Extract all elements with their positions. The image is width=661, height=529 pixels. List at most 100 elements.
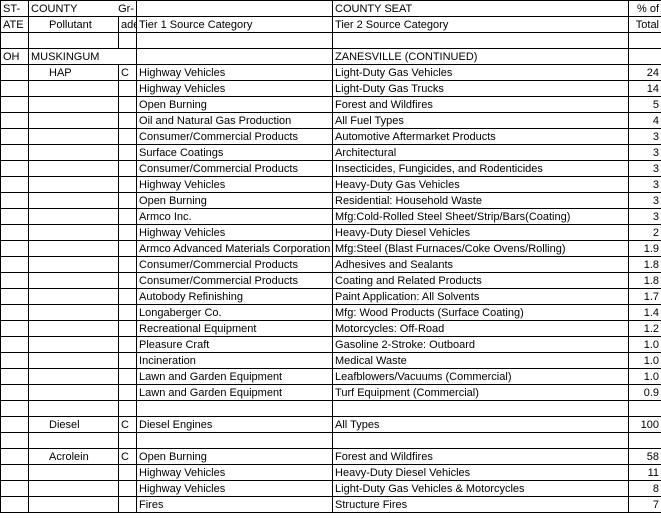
tier1-cell: Lawn and Garden Equipment xyxy=(137,385,333,401)
c-state xyxy=(1,321,29,337)
tier2-cell: Light-Duty Gas Vehicles & Motorcycles xyxy=(333,481,629,497)
c-state xyxy=(1,193,29,209)
data-row: Highway VehiclesHeavy-Duty Diesel Vehicl… xyxy=(1,465,661,481)
pct-cell: 5 xyxy=(629,97,661,113)
data-row: HAPCHighway VehiclesLight-Duty Gas Vehic… xyxy=(1,65,661,81)
c xyxy=(333,401,629,417)
c-grade xyxy=(119,97,137,113)
tier2-cell: Motorcycles: Off-Road xyxy=(333,321,629,337)
data-row: Lawn and Garden EquipmentLeafblowers/Vac… xyxy=(1,369,661,385)
hdr-ade: ade xyxy=(119,17,137,33)
c xyxy=(29,433,119,449)
hdr-county: COUNTYGr- xyxy=(29,1,137,17)
c-pollutant xyxy=(29,193,119,209)
tier1-cell: Highway Vehicles xyxy=(137,225,333,241)
pct-cell: 1.8 xyxy=(629,257,661,273)
grade-cell: C xyxy=(119,449,137,465)
tier1-cell: Highway Vehicles xyxy=(137,465,333,481)
tier2-cell: Leafblowers/Vacuums (Commercial) xyxy=(333,369,629,385)
blank-row xyxy=(1,433,661,449)
tier2-cell: Architectural xyxy=(333,145,629,161)
tier2-cell: Coating and Related Products xyxy=(333,273,629,289)
c-state xyxy=(1,369,29,385)
data-row: Lawn and Garden EquipmentTurf Equipment … xyxy=(1,385,661,401)
tier1-cell: Highway Vehicles xyxy=(137,65,333,81)
hdr-t2: Tier 2 Source Category xyxy=(333,17,629,33)
c-grade xyxy=(119,369,137,385)
tier2-cell: All Types xyxy=(333,417,629,433)
c-state xyxy=(1,465,29,481)
c-pollutant xyxy=(29,209,119,225)
pct-blank xyxy=(629,49,661,65)
c-grade xyxy=(119,257,137,273)
tier1-cell: Consumer/Commercial Products xyxy=(137,273,333,289)
tier2-cell: Forest and Wildfires xyxy=(333,449,629,465)
data-row: Open BurningResidential: Household Waste… xyxy=(1,193,661,209)
pct-cell: 24 xyxy=(629,65,661,81)
pollutant-cell: HAP xyxy=(29,65,119,81)
c-pollutant xyxy=(29,177,119,193)
pct-cell: 4 xyxy=(629,113,661,129)
hdr-ate: ATE xyxy=(1,17,29,33)
tier2-cell: Medical Waste xyxy=(333,353,629,369)
tier2-cell: Automotive Aftermarket Products xyxy=(333,129,629,145)
c xyxy=(333,433,629,449)
hdr-t1: Tier 1 Source Category xyxy=(137,17,333,33)
c-grade xyxy=(119,161,137,177)
tier1-cell: Armco Inc. xyxy=(137,209,333,225)
c xyxy=(137,433,333,449)
pct-cell: 1.0 xyxy=(629,369,661,385)
pct-cell: 3 xyxy=(629,177,661,193)
pct-cell: 1.0 xyxy=(629,353,661,369)
data-row: DieselCDiesel EnginesAll Types100 xyxy=(1,417,661,433)
c-grade xyxy=(119,385,137,401)
c xyxy=(333,33,629,49)
c-grade xyxy=(119,321,137,337)
hdr-pollutant: Pollutant xyxy=(29,17,119,33)
c-state xyxy=(1,81,29,97)
tier2-cell: Paint Application: All Solvents xyxy=(333,289,629,305)
c-pollutant xyxy=(29,465,119,481)
data-row: Consumer/Commercial ProductsInsecticides… xyxy=(1,161,661,177)
seat-cell: ZANESVILLE (CONTINUED) xyxy=(333,49,629,65)
data-row: Highway VehiclesHeavy-Duty Gas Vehicles3 xyxy=(1,177,661,193)
c-state xyxy=(1,129,29,145)
pct-cell: 8 xyxy=(629,481,661,497)
tier2-cell: Mfg: Wood Products (Surface Coating) xyxy=(333,305,629,321)
tier1-cell: Fires xyxy=(137,497,333,513)
data-row: Consumer/Commercial ProductsCoating and … xyxy=(1,273,661,289)
data-row: Armco Inc.Mfg:Cold-Rolled Steel Sheet/St… xyxy=(1,209,661,225)
c-pollutant xyxy=(29,273,119,289)
pct-cell: 1.2 xyxy=(629,321,661,337)
c-state xyxy=(1,257,29,273)
county-cell: MUSKINGUM xyxy=(29,49,137,65)
data-row: Highway VehiclesHeavy-Duty Diesel Vehicl… xyxy=(1,225,661,241)
tier1-cell: Autobody Refinishing xyxy=(137,289,333,305)
c-state xyxy=(1,241,29,257)
tier1-cell: Oil and Natural Gas Production xyxy=(137,113,333,129)
tier2-cell: Heavy-Duty Diesel Vehicles xyxy=(333,465,629,481)
c xyxy=(1,433,29,449)
header-row-1: ST-COUNTYGr-COUNTY SEAT% of xyxy=(1,1,661,17)
pct-cell: 7 xyxy=(629,497,661,513)
c-pollutant xyxy=(29,289,119,305)
tier2-cell: Residential: Household Waste xyxy=(333,193,629,209)
c-grade xyxy=(119,81,137,97)
c xyxy=(137,401,333,417)
c-pollutant xyxy=(29,353,119,369)
c xyxy=(1,33,29,49)
pct-cell: 1.7 xyxy=(629,289,661,305)
hdr-total: Total xyxy=(629,17,661,33)
tier1-cell: Diesel Engines xyxy=(137,417,333,433)
c-pollutant xyxy=(29,305,119,321)
tier1-cell: Consumer/Commercial Products xyxy=(137,161,333,177)
grade-cell: C xyxy=(119,65,137,81)
c-state xyxy=(1,113,29,129)
data-row: Recreational EquipmentMotorcycles: Off-R… xyxy=(1,321,661,337)
c-state xyxy=(1,353,29,369)
c-pollutant xyxy=(29,369,119,385)
c-grade xyxy=(119,273,137,289)
c-state xyxy=(1,161,29,177)
hdr-state: ST- xyxy=(1,1,29,17)
grade-cell: C xyxy=(119,417,137,433)
